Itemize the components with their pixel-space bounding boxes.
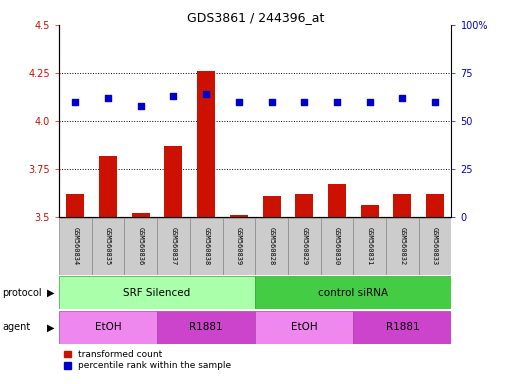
- Bar: [255, 276, 451, 309]
- Text: agent: agent: [3, 322, 31, 333]
- Bar: [328, 184, 346, 217]
- Point: [398, 95, 406, 101]
- Text: GSM560837: GSM560837: [170, 227, 176, 265]
- Point: [431, 99, 439, 105]
- Text: GSM560839: GSM560839: [236, 227, 242, 265]
- Bar: [230, 215, 248, 217]
- Bar: [124, 218, 157, 275]
- Bar: [223, 218, 255, 275]
- Bar: [197, 71, 215, 217]
- Bar: [92, 218, 125, 275]
- Bar: [263, 196, 281, 217]
- Bar: [132, 213, 150, 217]
- Text: R1881: R1881: [386, 322, 419, 333]
- Bar: [157, 218, 190, 275]
- Text: ▶: ▶: [47, 322, 55, 333]
- Bar: [59, 218, 92, 275]
- Text: GSM560831: GSM560831: [367, 227, 372, 265]
- Bar: [288, 218, 321, 275]
- Point: [333, 99, 341, 105]
- Text: protocol: protocol: [3, 288, 42, 298]
- Bar: [59, 311, 157, 344]
- Point: [366, 99, 374, 105]
- Bar: [59, 276, 255, 309]
- Point: [169, 93, 177, 99]
- Text: EtOH: EtOH: [291, 322, 318, 333]
- Text: GSM560829: GSM560829: [301, 227, 307, 265]
- Text: GSM560835: GSM560835: [105, 227, 111, 265]
- Bar: [386, 218, 419, 275]
- Bar: [157, 311, 255, 344]
- Point: [104, 95, 112, 101]
- Point: [71, 99, 80, 105]
- Bar: [99, 156, 117, 217]
- Legend: transformed count, percentile rank within the sample: transformed count, percentile rank withi…: [64, 350, 231, 371]
- Bar: [419, 218, 451, 275]
- Bar: [255, 218, 288, 275]
- Point: [267, 99, 275, 105]
- Text: ▶: ▶: [47, 288, 55, 298]
- Point: [235, 99, 243, 105]
- Text: GSM560832: GSM560832: [400, 227, 405, 265]
- Text: SRF Silenced: SRF Silenced: [124, 288, 191, 298]
- Bar: [393, 194, 411, 217]
- Bar: [165, 146, 183, 217]
- Bar: [321, 218, 353, 275]
- Text: GSM560838: GSM560838: [203, 227, 209, 265]
- Point: [136, 103, 145, 109]
- Text: EtOH: EtOH: [95, 322, 122, 333]
- Text: R1881: R1881: [189, 322, 223, 333]
- Text: GSM560833: GSM560833: [432, 227, 438, 265]
- Bar: [361, 205, 379, 217]
- Bar: [255, 311, 353, 344]
- Text: control siRNA: control siRNA: [318, 288, 388, 298]
- Bar: [295, 194, 313, 217]
- Bar: [353, 218, 386, 275]
- Point: [202, 91, 210, 97]
- Bar: [353, 311, 451, 344]
- Bar: [190, 218, 223, 275]
- Bar: [66, 194, 84, 217]
- Title: GDS3861 / 244396_at: GDS3861 / 244396_at: [187, 11, 324, 24]
- Text: GSM560836: GSM560836: [138, 227, 144, 265]
- Text: GSM560828: GSM560828: [269, 227, 274, 265]
- Point: [300, 99, 308, 105]
- Text: GSM560834: GSM560834: [72, 227, 78, 265]
- Text: GSM560830: GSM560830: [334, 227, 340, 265]
- Bar: [426, 194, 444, 217]
